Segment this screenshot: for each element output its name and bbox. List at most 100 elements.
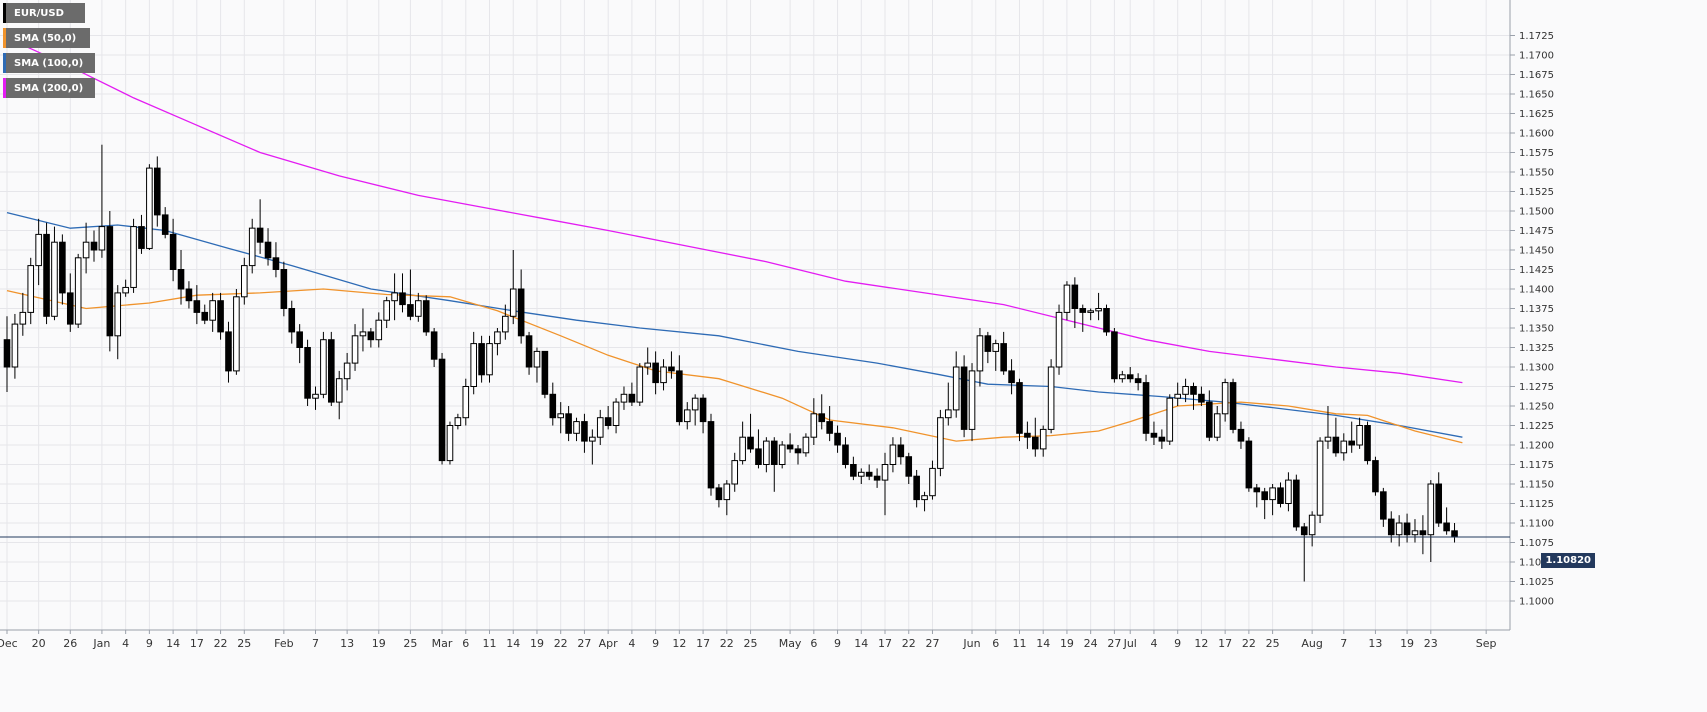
- candle-body[interactable]: [502, 315, 509, 333]
- candle-body[interactable]: [225, 331, 232, 372]
- candle-body[interactable]: [573, 421, 580, 434]
- candle-body[interactable]: [1277, 487, 1284, 504]
- candle-body[interactable]: [1269, 487, 1276, 501]
- candle-body[interactable]: [1206, 401, 1213, 438]
- candle-body[interactable]: [1024, 432, 1031, 438]
- candle-body[interactable]: [636, 366, 644, 403]
- candle-body[interactable]: [873, 475, 881, 481]
- candle-body[interactable]: [193, 300, 201, 313]
- candle-body[interactable]: [1095, 308, 1102, 312]
- candle-body[interactable]: [857, 471, 865, 477]
- candle-body[interactable]: [747, 436, 754, 450]
- candle-body[interactable]: [241, 265, 248, 298]
- candle-body[interactable]: [446, 425, 454, 462]
- candle-body[interactable]: [541, 350, 549, 395]
- candle-body[interactable]: [889, 444, 897, 465]
- candle-body[interactable]: [209, 300, 216, 321]
- candle-body[interactable]: [565, 413, 572, 434]
- candle-body[interactable]: [589, 436, 596, 442]
- candle-body[interactable]: [818, 413, 826, 423]
- candle-body[interactable]: [359, 331, 367, 337]
- candle-body[interactable]: [952, 366, 960, 411]
- candle-body[interactable]: [320, 339, 327, 395]
- candle-body[interactable]: [960, 366, 968, 430]
- candle-body[interactable]: [731, 460, 739, 485]
- candle-body[interactable]: [304, 347, 311, 399]
- candle-body[interactable]: [913, 475, 920, 501]
- legend-item-eurusd[interactable]: EUR/USD: [3, 3, 85, 23]
- candle-body[interactable]: [549, 393, 557, 419]
- candle-body[interactable]: [256, 227, 264, 243]
- candle-body[interactable]: [660, 366, 667, 384]
- candle-body[interactable]: [770, 440, 778, 466]
- candle-body[interactable]: [1142, 382, 1150, 434]
- candle-body[interactable]: [944, 409, 952, 419]
- candle-body[interactable]: [826, 421, 833, 434]
- candle-body[interactable]: [1435, 483, 1443, 524]
- candle-body[interactable]: [288, 308, 296, 333]
- candle-body[interactable]: [1039, 428, 1047, 450]
- candle-body[interactable]: [280, 269, 288, 309]
- candle-body[interactable]: [1419, 530, 1427, 536]
- candle-body[interactable]: [90, 241, 98, 251]
- candle-body[interactable]: [1047, 366, 1055, 430]
- candle-body[interactable]: [1055, 311, 1063, 368]
- candle-body[interactable]: [185, 288, 193, 302]
- candle-body[interactable]: [454, 417, 462, 427]
- candle-body[interactable]: [1071, 284, 1079, 310]
- candle-body[interactable]: [1087, 310, 1094, 313]
- candle-body[interactable]: [264, 241, 272, 259]
- candle-body[interactable]: [1158, 436, 1166, 442]
- candle-body[interactable]: [1150, 432, 1158, 438]
- candle-body[interactable]: [1356, 425, 1363, 446]
- candle-body[interactable]: [612, 401, 620, 427]
- candle-body[interactable]: [146, 167, 153, 249]
- candle-body[interactable]: [201, 311, 209, 321]
- candle-body[interactable]: [391, 292, 398, 302]
- candle-body[interactable]: [122, 286, 129, 294]
- candle-body[interactable]: [399, 292, 406, 306]
- candle-body[interactable]: [992, 343, 1000, 352]
- candle-body[interactable]: [628, 393, 636, 403]
- candle-body[interactable]: [1316, 440, 1324, 516]
- candle-body[interactable]: [1166, 397, 1174, 442]
- candle-body[interactable]: [486, 343, 493, 376]
- candle-body[interactable]: [494, 331, 501, 345]
- candle-body[interactable]: [153, 167, 161, 216]
- candle-body[interactable]: [834, 432, 841, 446]
- candle-body[interactable]: [1395, 522, 1403, 536]
- candle-body[interactable]: [1300, 526, 1308, 536]
- candle-body[interactable]: [383, 300, 390, 321]
- candle-body[interactable]: [755, 448, 762, 465]
- candle-body[interactable]: [668, 366, 675, 372]
- candle-body[interactable]: [161, 214, 169, 235]
- candle-body[interactable]: [82, 241, 90, 259]
- candle-body[interactable]: [114, 292, 122, 337]
- candle-body[interactable]: [1000, 343, 1007, 372]
- candle-body[interactable]: [976, 335, 984, 372]
- candle-body[interactable]: [1126, 374, 1134, 380]
- candle-body[interactable]: [1229, 382, 1237, 430]
- candle-body[interactable]: [19, 311, 27, 325]
- candle-body[interactable]: [98, 226, 106, 251]
- candle-body[interactable]: [1032, 436, 1039, 450]
- candle-body[interactable]: [51, 241, 58, 317]
- candle-body[interactable]: [881, 464, 889, 481]
- candle-body[interactable]: [272, 257, 280, 270]
- candle-body[interactable]: [1332, 436, 1340, 454]
- candle-body[interactable]: [676, 370, 683, 423]
- candle-body[interactable]: [509, 288, 517, 317]
- candle-body[interactable]: [984, 335, 992, 352]
- candle-body[interactable]: [604, 417, 612, 427]
- candle-body[interactable]: [929, 467, 936, 497]
- candle-body[interactable]: [1134, 378, 1142, 384]
- candle-body[interactable]: [596, 417, 604, 438]
- candle-body[interactable]: [525, 335, 533, 368]
- candle-body[interactable]: [1190, 386, 1197, 395]
- candle-body[interactable]: [921, 495, 928, 501]
- candle-body[interactable]: [644, 362, 652, 368]
- candle-body[interactable]: [1364, 425, 1371, 462]
- candle-body[interactable]: [1443, 522, 1450, 532]
- candle-body[interactable]: [233, 296, 240, 372]
